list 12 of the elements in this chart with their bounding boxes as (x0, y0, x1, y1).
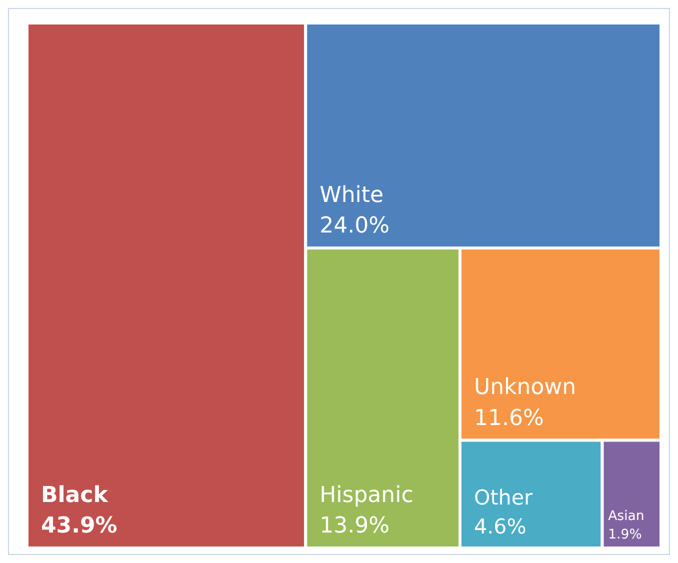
category-label: Hispanic (320, 482, 414, 508)
data-label: 4.6% (474, 514, 526, 539)
category-label: Asian (608, 509, 644, 524)
data-label: 13.9% (320, 514, 390, 539)
category-label: Other (474, 486, 534, 510)
data-label: 24.0% (320, 214, 390, 239)
category-label: White (320, 182, 384, 208)
data-label: 11.6% (474, 406, 544, 431)
data-label: 43.9% (41, 514, 118, 539)
data-label: 1.9% (608, 528, 642, 543)
category-label: Unknown (474, 375, 576, 400)
category-label: Black (41, 482, 110, 508)
